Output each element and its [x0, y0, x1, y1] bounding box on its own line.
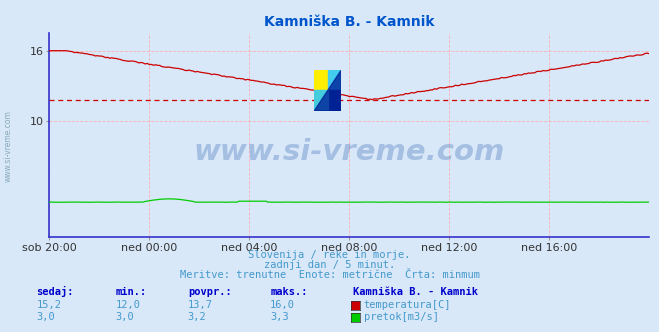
Text: 3,0: 3,0 — [36, 312, 55, 322]
Text: povpr.:: povpr.: — [188, 287, 231, 297]
Text: www.si-vreme.com: www.si-vreme.com — [4, 110, 13, 182]
Text: Slovenija / reke in morje.: Slovenija / reke in morje. — [248, 250, 411, 260]
Text: sedaj:: sedaj: — [36, 286, 74, 297]
Text: www.si-vreme.com: www.si-vreme.com — [194, 138, 505, 166]
Text: maks.:: maks.: — [270, 287, 308, 297]
Polygon shape — [314, 90, 328, 111]
Text: 15,2: 15,2 — [36, 300, 61, 310]
Bar — [328, 70, 341, 90]
Title: Kamniška B. - Kamnik: Kamniška B. - Kamnik — [264, 15, 434, 29]
Text: 13,7: 13,7 — [188, 300, 213, 310]
Text: 3,3: 3,3 — [270, 312, 289, 322]
Text: 12,0: 12,0 — [115, 300, 140, 310]
Text: pretok[m3/s]: pretok[m3/s] — [364, 312, 439, 322]
Bar — [314, 70, 328, 90]
Text: 16,0: 16,0 — [270, 300, 295, 310]
Polygon shape — [328, 90, 341, 111]
Text: zadnji dan / 5 minut.: zadnji dan / 5 minut. — [264, 260, 395, 270]
Text: 3,0: 3,0 — [115, 312, 134, 322]
Text: temperatura[C]: temperatura[C] — [364, 300, 451, 310]
Text: Meritve: trenutne  Enote: metrične  Črta: minmum: Meritve: trenutne Enote: metrične Črta: … — [179, 270, 480, 280]
Text: 3,2: 3,2 — [188, 312, 206, 322]
Text: min.:: min.: — [115, 287, 146, 297]
Text: Kamniška B. - Kamnik: Kamniška B. - Kamnik — [353, 287, 478, 297]
Polygon shape — [314, 70, 341, 111]
